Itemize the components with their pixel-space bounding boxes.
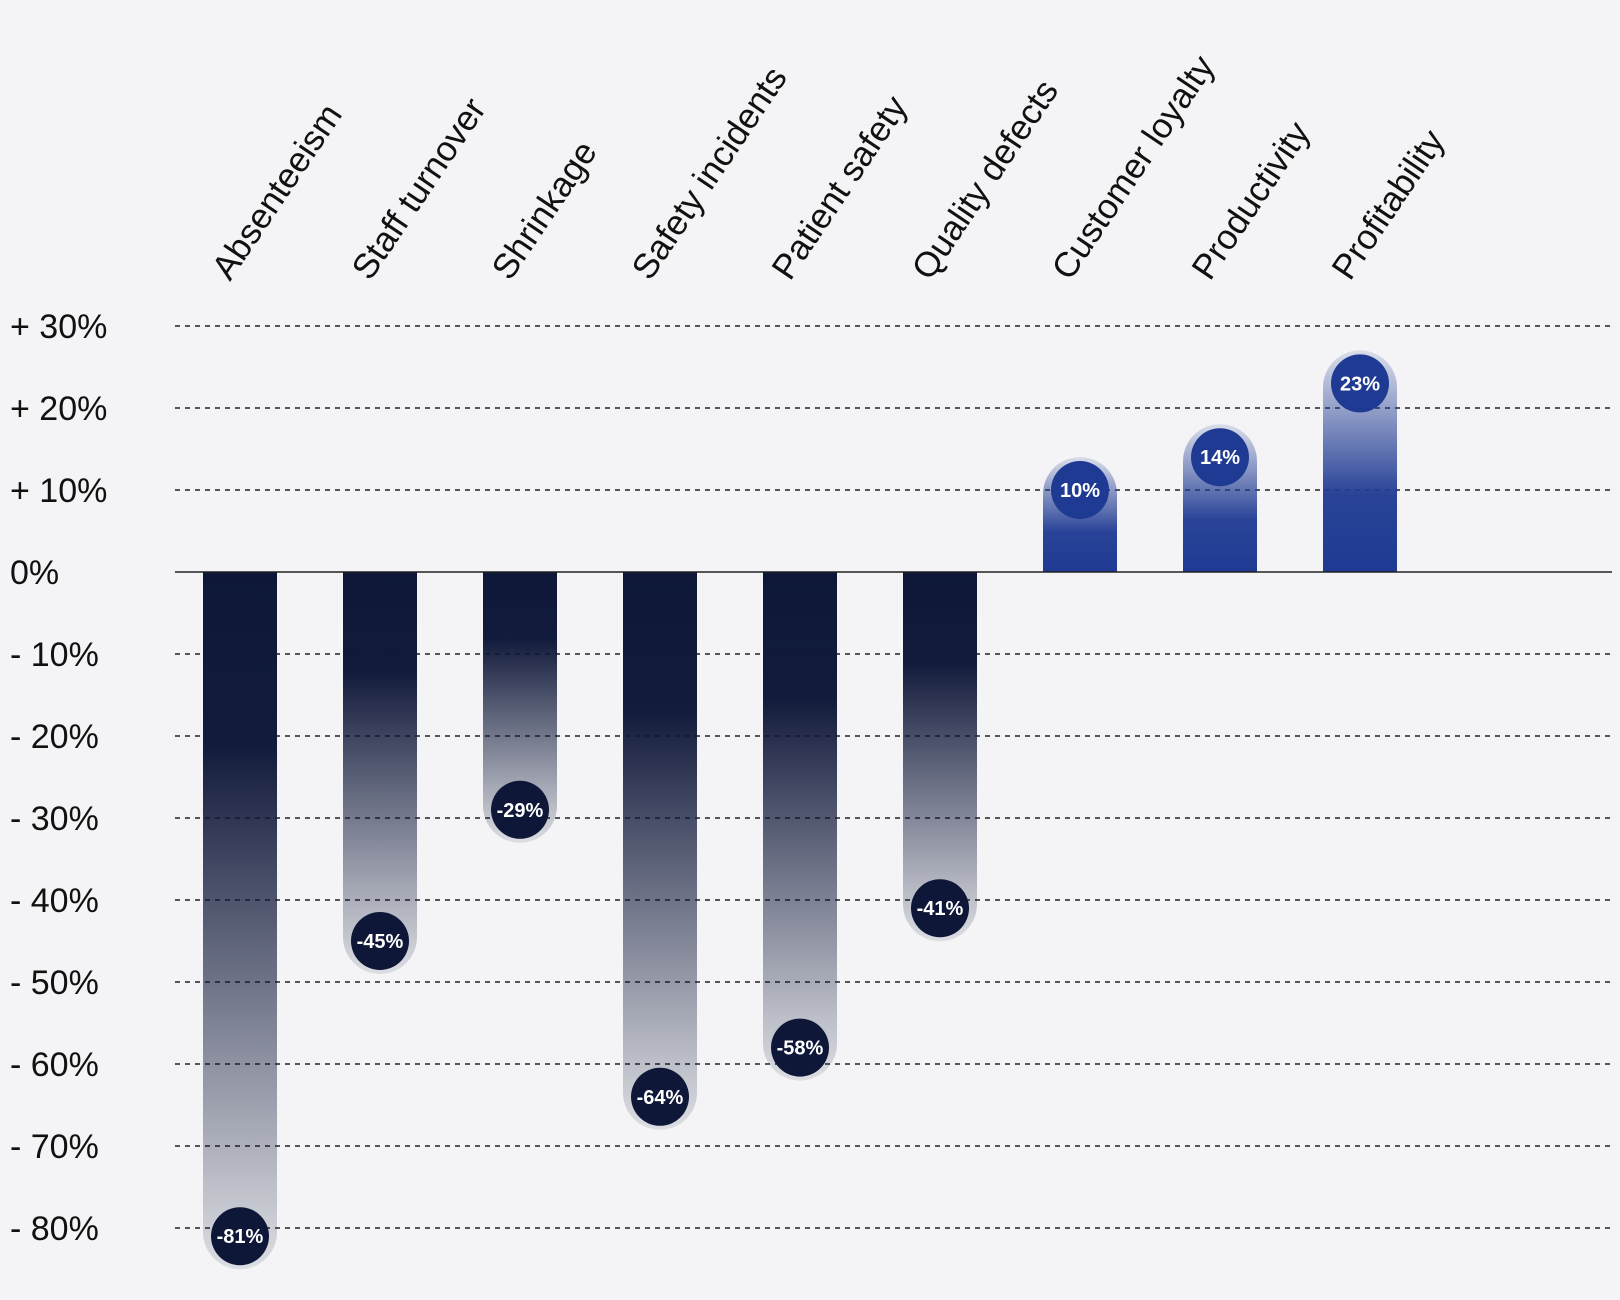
category-label: Patient safety [764, 88, 915, 286]
category-label: Productivity [1184, 114, 1318, 286]
data-label: -29% [497, 800, 544, 822]
data-label: 10% [1060, 480, 1100, 502]
y-tick-label: - 10% [10, 636, 99, 674]
value-badge [211, 1207, 269, 1266]
y-tick-label: - 50% [10, 964, 99, 1002]
category-label: Quality defects [904, 73, 1066, 287]
value-badges: -81% -45% -29% -64% -58% -41% 10% 14% 23% [211, 354, 1389, 1266]
y-tick-label: - 70% [10, 1128, 99, 1166]
value-badge [1331, 354, 1389, 413]
y-tick-label: + 10% [10, 472, 107, 510]
y-tick-label: + 30% [10, 308, 107, 346]
value-badge [1051, 461, 1109, 519]
y-tick-label: - 80% [10, 1210, 99, 1248]
bar [1323, 350, 1397, 572]
category-label: Safety incidents [624, 60, 795, 287]
bar [623, 572, 697, 1130]
bars [203, 350, 1397, 1270]
bar [763, 572, 837, 1081]
value-badge [631, 1067, 689, 1126]
y-tick-label: - 60% [10, 1046, 99, 1084]
data-label: -41% [917, 898, 964, 920]
category-label: Staff turnover [344, 91, 494, 287]
data-label: 14% [1200, 447, 1240, 469]
data-label: 23% [1340, 373, 1380, 395]
y-tick-label: 0% [10, 554, 59, 592]
value-badge [1191, 428, 1249, 487]
category-label: Shrinkage [484, 134, 604, 286]
data-label: -81% [217, 1226, 264, 1248]
bar [343, 572, 417, 974]
y-axis-ticks: + 30% + 20% + 10% 0% - 10% - 20% - 30% - 40% - 5… [10, 308, 107, 1248]
value-badge [911, 879, 969, 938]
data-label: -64% [637, 1087, 684, 1109]
value-badge [771, 1018, 829, 1077]
y-tick-label: - 30% [10, 800, 99, 838]
y-tick-label: - 20% [10, 718, 99, 756]
bar [203, 572, 277, 1270]
bar [483, 572, 557, 843]
y-tick-label: + 20% [10, 390, 107, 428]
data-label: -58% [777, 1038, 824, 1060]
value-badge [491, 780, 549, 839]
category-label: Absenteeism [204, 97, 349, 287]
y-tick-label: - 40% [10, 882, 99, 920]
data-label: -45% [357, 931, 404, 953]
category-label: Profitability [1324, 122, 1452, 286]
value-badge [351, 912, 409, 970]
bar [903, 572, 977, 942]
